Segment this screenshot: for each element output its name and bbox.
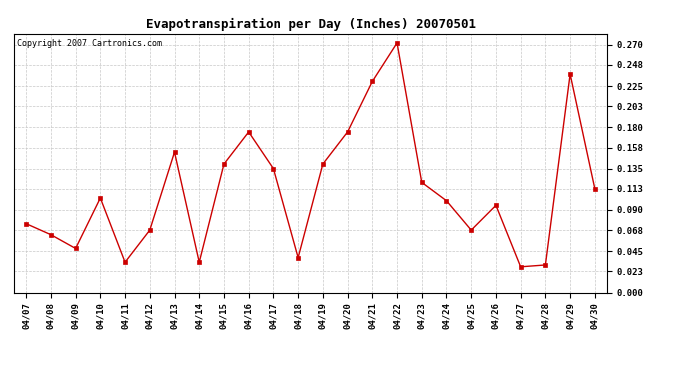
- Title: Evapotranspiration per Day (Inches) 20070501: Evapotranspiration per Day (Inches) 2007…: [146, 18, 475, 31]
- Text: Copyright 2007 Cartronics.com: Copyright 2007 Cartronics.com: [17, 39, 161, 48]
